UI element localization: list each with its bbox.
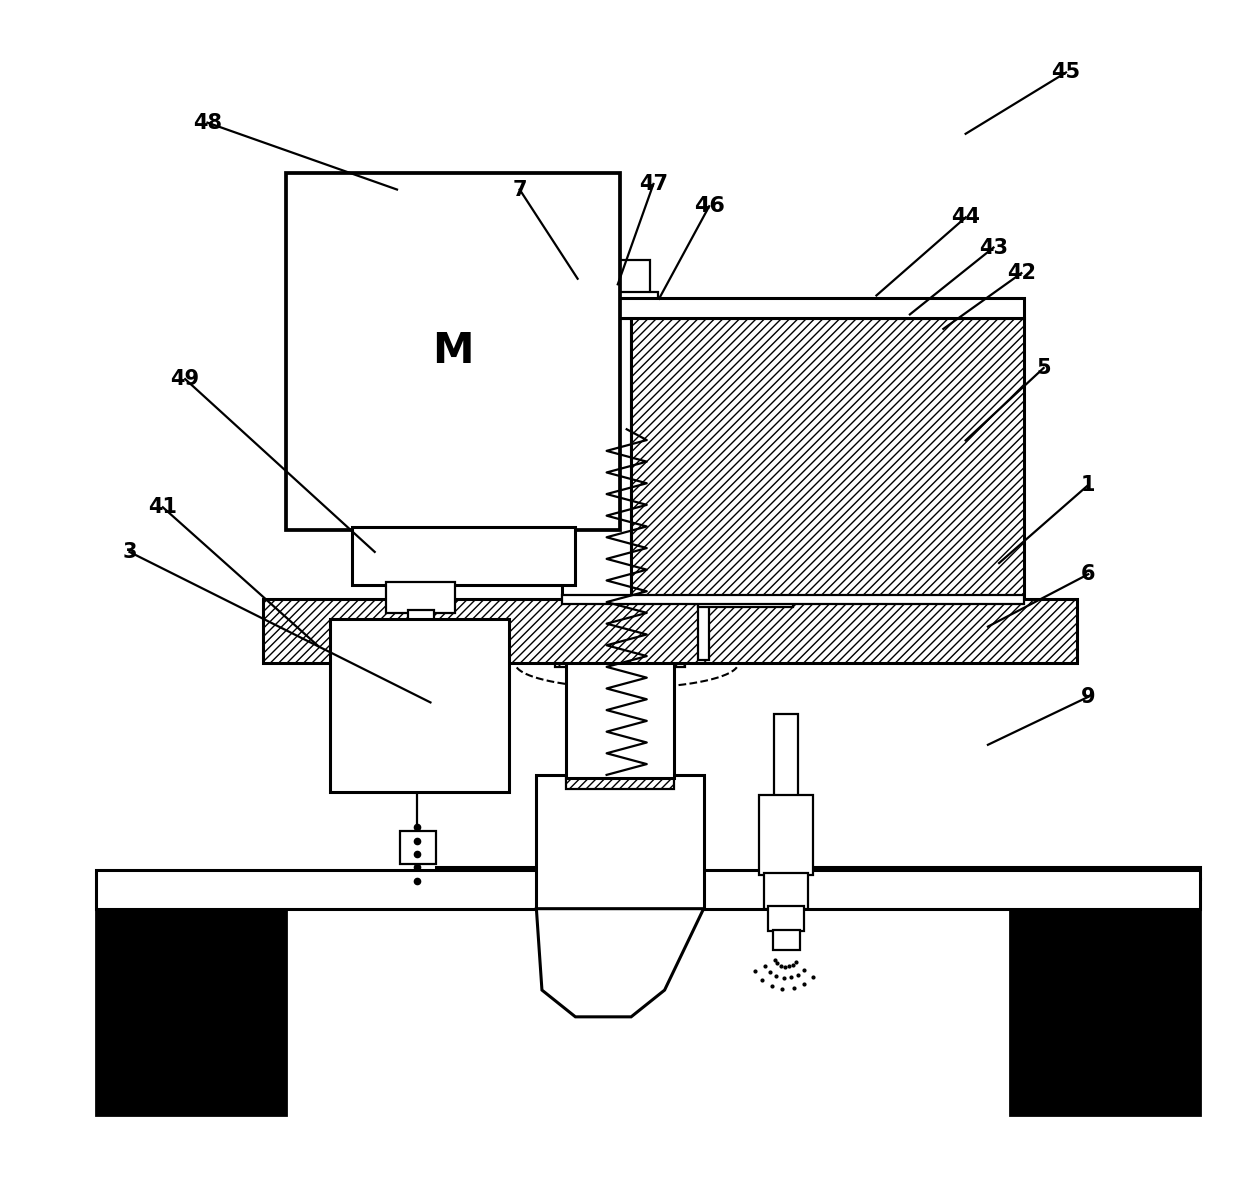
Bar: [567, 775, 673, 790]
Text: 6: 6: [1081, 564, 1095, 585]
Text: 47: 47: [639, 174, 668, 194]
Bar: [759, 795, 813, 876]
Text: 48: 48: [193, 112, 222, 132]
Bar: [95, 870, 1200, 909]
Bar: [567, 644, 673, 667]
Bar: [352, 527, 575, 586]
Bar: [408, 610, 434, 626]
Text: 41: 41: [149, 497, 177, 518]
Polygon shape: [537, 909, 703, 1016]
Text: 1: 1: [1081, 475, 1095, 495]
Bar: [562, 317, 631, 599]
Text: 44: 44: [951, 208, 980, 228]
Bar: [774, 713, 799, 797]
Bar: [698, 598, 792, 606]
Text: 43: 43: [980, 237, 1008, 258]
Text: 46: 46: [693, 197, 724, 216]
Bar: [764, 873, 808, 909]
Bar: [537, 775, 703, 909]
Bar: [263, 599, 1078, 663]
Bar: [595, 292, 658, 320]
Text: 9: 9: [1081, 687, 1096, 706]
Bar: [698, 532, 709, 660]
Bar: [562, 595, 1023, 605]
Text: 49: 49: [171, 369, 200, 389]
Bar: [567, 657, 673, 778]
Text: M: M: [432, 330, 474, 372]
Bar: [556, 602, 684, 667]
Bar: [1011, 892, 1200, 1115]
Text: 3: 3: [123, 542, 136, 562]
Text: 7: 7: [512, 179, 527, 199]
Bar: [631, 317, 1023, 599]
Bar: [562, 298, 1023, 317]
Bar: [401, 830, 436, 864]
Text: 42: 42: [1007, 264, 1035, 283]
Bar: [773, 929, 800, 950]
Bar: [386, 582, 455, 613]
Bar: [769, 907, 804, 931]
Text: 45: 45: [1052, 62, 1080, 82]
Bar: [285, 173, 620, 530]
Bar: [330, 619, 508, 792]
Bar: [604, 260, 650, 429]
Bar: [95, 892, 285, 1115]
Text: 5: 5: [1037, 358, 1052, 378]
